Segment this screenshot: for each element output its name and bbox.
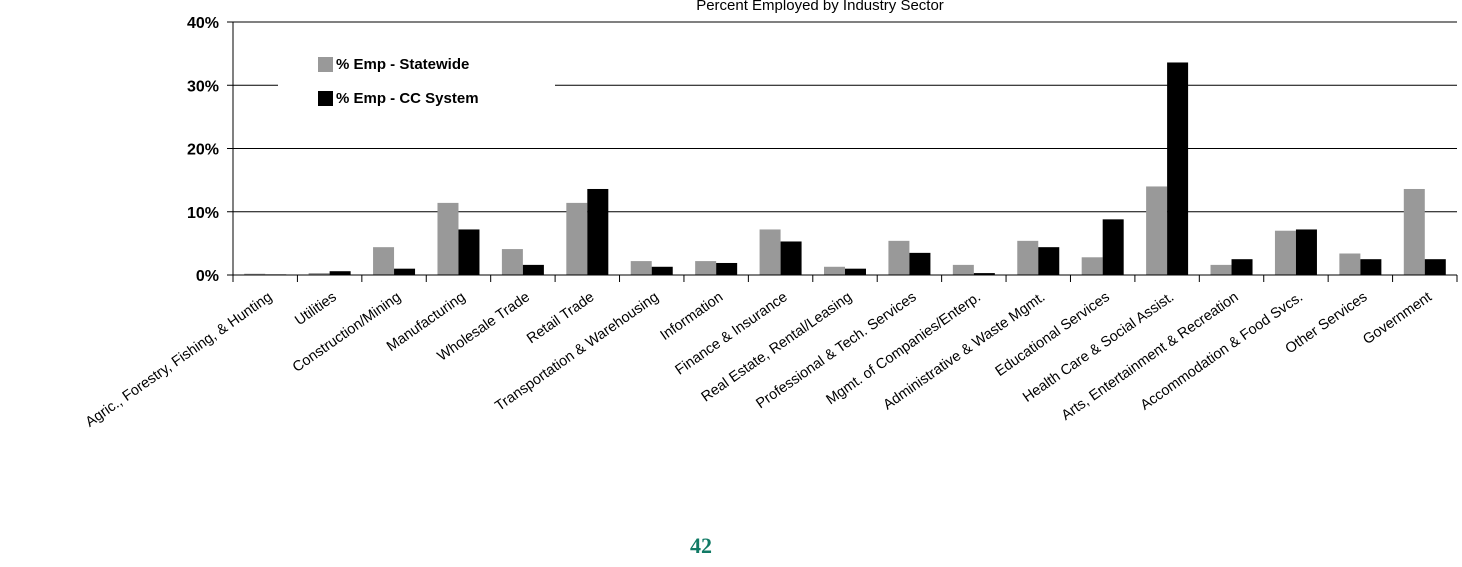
bar-cc-system: [1295, 229, 1317, 275]
page-number: 42: [690, 533, 712, 558]
chart-title: Percent Employed by Industry Sector: [696, 0, 944, 14]
bar-cc-system: [329, 271, 351, 275]
bar-statewide: [630, 261, 652, 275]
bar-cc-system: [587, 188, 609, 275]
bar-cc-system: [1038, 247, 1060, 275]
bar-cc-system: [651, 266, 673, 275]
bar-statewide: [566, 202, 588, 275]
gridlines: [233, 21, 1457, 213]
bar-statewide: [1339, 253, 1361, 275]
legend-label-cc-system: % Emp - CC System: [336, 90, 479, 107]
bar-cc-system: [780, 241, 802, 275]
x-tick-label: Government: [1360, 289, 1435, 348]
bar-cc-system: [716, 262, 738, 275]
legend-label-statewide: % Emp - Statewide: [336, 56, 469, 73]
bar-statewide: [824, 266, 845, 275]
x-tick-label: Utilities: [292, 289, 339, 329]
bar-cc-system: [394, 268, 416, 275]
y-tick-label: 40%: [187, 15, 219, 32]
bar-statewide: [1210, 264, 1232, 275]
bars: [244, 62, 1446, 276]
bar-statewide: [759, 229, 781, 275]
x-tick-label: Finance & Insurance: [672, 289, 790, 378]
x-tick-label: Agric., Forestry, Fishing, & Hunting: [83, 289, 275, 430]
bar-cc-system: [1167, 62, 1189, 276]
bar-cc-system: [522, 264, 544, 275]
bar-statewide: [952, 264, 974, 275]
bar-statewide: [244, 273, 266, 275]
bar-statewide: [1274, 230, 1296, 275]
legend-swatch-cc-system: [318, 91, 333, 106]
bar-statewide: [373, 247, 395, 275]
bar-cc-system: [458, 229, 480, 275]
bar-statewide: [1017, 240, 1039, 275]
bar-statewide: [888, 240, 910, 275]
y-tick-label: 20%: [187, 142, 219, 159]
legend-swatch-statewide: [318, 57, 333, 72]
bar-cc-system: [1231, 259, 1253, 275]
bar-statewide: [695, 261, 717, 275]
bar-statewide: [1403, 188, 1425, 275]
y-tick-label: 30%: [187, 78, 219, 95]
bar-statewide: [501, 249, 523, 275]
bar-statewide: [308, 273, 330, 275]
bar-statewide: [1146, 186, 1168, 275]
bar-cc-system: [909, 252, 931, 275]
bar-cc-system: [1424, 259, 1446, 275]
x-tick-label: Construction/Mining: [290, 289, 404, 376]
x-axis-ticks: Agric., Forestry, Fishing, & Hunting Util…: [83, 289, 1435, 430]
y-tick-label: 0%: [196, 268, 219, 285]
bar-cc-system: [1102, 219, 1124, 275]
y-axis-ticks: 0% 10% 20% 30% 40%: [187, 15, 219, 285]
bar-statewide: [437, 202, 459, 275]
bar-cc-system: [845, 268, 866, 275]
legend: % Emp - Statewide % Emp - CC System: [318, 56, 479, 107]
bar-statewide: [1081, 257, 1103, 275]
bar-cc-system: [1360, 259, 1382, 275]
y-tick-label: 10%: [187, 205, 219, 222]
x-tick-label: Educational Services: [993, 289, 1113, 380]
bar-cc-system: [973, 273, 995, 275]
axes: [227, 21, 1458, 282]
